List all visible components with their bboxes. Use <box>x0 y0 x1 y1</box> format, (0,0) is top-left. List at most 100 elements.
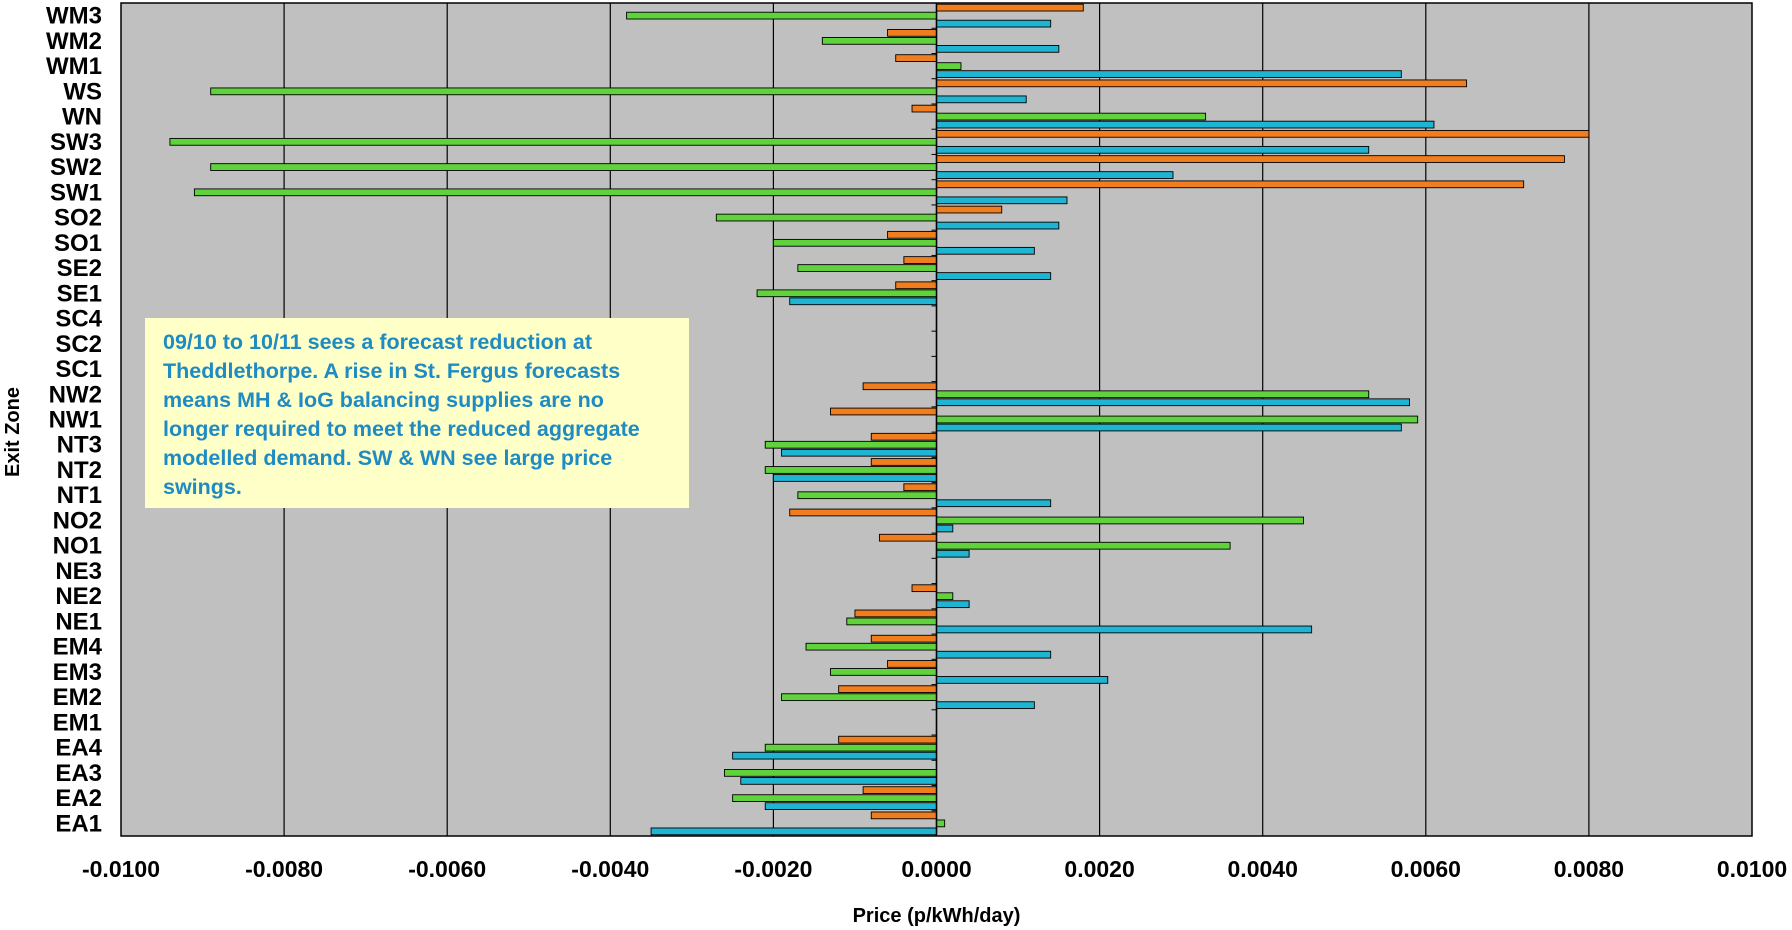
bar-no1-series-2 <box>936 541 1231 550</box>
bar-wn-series-1 <box>936 120 1435 129</box>
bar-wm3-series-2 <box>626 11 937 20</box>
x-tick-label: 0.0060 <box>1391 856 1461 882</box>
category-label: NT2 <box>57 457 102 484</box>
category-label: WM3 <box>46 3 102 30</box>
x-tick-label: 0.0080 <box>1554 856 1624 882</box>
category-label: SW2 <box>50 154 102 181</box>
bar-ws-series-2 <box>210 87 937 96</box>
bar-no1-series-3 <box>878 533 937 542</box>
bar-ea1-series-2 <box>936 819 946 828</box>
category-label: EA3 <box>55 760 102 787</box>
bar-nt1-series-2 <box>797 491 937 500</box>
bar-wn-series-2 <box>936 112 1207 121</box>
category-label: EM3 <box>53 659 102 686</box>
bar-ea2-series-1 <box>764 802 937 810</box>
bar-so1-series-1 <box>936 246 1035 255</box>
bar-sw2-series-1 <box>936 171 1174 179</box>
bar-wm1-series-2 <box>936 62 962 70</box>
bar-nw2-series-3 <box>862 382 937 391</box>
bar-ea4-series-1 <box>732 751 937 760</box>
category-label: WM1 <box>46 53 102 80</box>
bar-nw1-series-2 <box>936 415 1419 424</box>
category-labels: EA1EA2EA3EA4EM1EM2EM3EM4NE1NE2NE3NO1NO2N… <box>46 3 103 838</box>
category-label: NO1 <box>53 533 102 560</box>
bar-nt3-series-3 <box>870 432 937 441</box>
bar-ws-series-3 <box>936 79 1468 88</box>
bar-se2-series-1 <box>936 272 1052 280</box>
bar-nw1-series-1 <box>936 423 1402 432</box>
x-tick-label: -0.0060 <box>408 856 486 882</box>
bar-so1-series-2 <box>772 238 937 247</box>
x-tick-label: 0.0020 <box>1064 856 1134 882</box>
category-label: NT3 <box>57 432 102 459</box>
category-label: EA1 <box>55 810 102 837</box>
bar-so1-series-3 <box>887 230 937 239</box>
bar-nt1-series-1 <box>936 499 1052 508</box>
bar-nw2-series-2 <box>936 390 1370 399</box>
bar-se1-series-1 <box>789 297 937 306</box>
category-label: NW2 <box>49 381 102 408</box>
x-tick-label: -0.0100 <box>82 856 160 882</box>
bar-no2-series-3 <box>789 508 937 517</box>
y-axis-title: Exit Zone <box>2 387 24 477</box>
bar-ne1-series-2 <box>846 617 937 626</box>
bars <box>169 2 1590 837</box>
bar-ne2-series-2 <box>936 592 954 601</box>
bar-ne2-series-3 <box>911 584 937 593</box>
bar-se1-series-2 <box>756 289 937 298</box>
category-label: SW1 <box>50 179 102 206</box>
bar-wn-series-3 <box>911 104 937 113</box>
bar-no2-series-1 <box>936 524 954 533</box>
bar-nt2-series-1 <box>772 474 937 482</box>
bar-wm3-series-3 <box>936 3 1084 12</box>
bar-nt2-series-2 <box>764 466 937 474</box>
bar-ea2-series-2 <box>732 794 937 802</box>
x-tick-label: -0.0020 <box>734 856 812 882</box>
x-tick-label: 0.0040 <box>1228 856 1298 882</box>
bar-em3-series-2 <box>830 668 937 676</box>
bar-ea2-series-3 <box>862 786 937 794</box>
bar-nw2-series-1 <box>936 398 1410 407</box>
category-label: WS <box>63 78 102 105</box>
bar-ea3-series-2 <box>724 769 937 777</box>
category-label: WN <box>62 104 102 131</box>
bar-se1-series-3 <box>895 281 937 290</box>
bar-ea4-series-2 <box>764 743 937 752</box>
category-label: SO2 <box>54 205 102 232</box>
bar-em4-series-3 <box>870 634 937 643</box>
x-tick-label: 0.0000 <box>901 856 971 882</box>
category-label: NE3 <box>55 558 102 585</box>
bar-em2-series-1 <box>936 701 1035 710</box>
bar-sw2-series-3 <box>936 155 1565 163</box>
category-label: SO1 <box>54 230 102 257</box>
bar-wm1-series-3 <box>895 54 937 62</box>
category-label: SE1 <box>57 280 102 307</box>
category-label: NT1 <box>57 482 102 509</box>
category-label: EM1 <box>53 709 102 736</box>
bar-em3-series-3 <box>887 660 937 668</box>
bar-em4-series-1 <box>936 650 1052 659</box>
bar-sw1-series-1 <box>936 196 1068 205</box>
x-tick-label: -0.0080 <box>245 856 323 882</box>
bar-sw1-series-3 <box>936 180 1525 189</box>
category-label: EM2 <box>53 684 102 711</box>
bar-no1-series-1 <box>936 549 970 558</box>
bar-ne1-series-3 <box>854 609 937 618</box>
bar-so2-series-1 <box>936 221 1060 230</box>
category-label: EA4 <box>55 735 102 762</box>
category-label: WM2 <box>46 28 102 55</box>
bar-sw3-series-2 <box>169 137 937 146</box>
bar-wm2-series-2 <box>821 37 937 45</box>
bar-nt2-series-3 <box>870 458 937 466</box>
category-label: NO2 <box>53 507 102 534</box>
bar-so2-series-3 <box>936 205 1003 214</box>
category-label: SW3 <box>50 129 102 156</box>
bar-so2-series-2 <box>715 213 937 222</box>
x-tick-labels: -0.0100 -0.0080 -0.0060 -0.0040 -0.0020 0.000… <box>82 856 1787 882</box>
bar-em3-series-1 <box>936 676 1109 684</box>
x-axis-title: Price (p/kWh/day) <box>853 905 1021 927</box>
category-label: SC4 <box>55 306 102 333</box>
category-label: NE1 <box>55 608 102 635</box>
bar-sw2-series-2 <box>210 163 937 171</box>
